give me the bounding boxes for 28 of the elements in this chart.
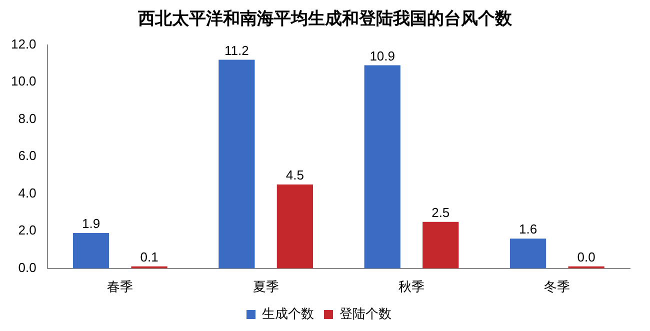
y-tick-label: 2.0 xyxy=(18,222,36,238)
x-tick-label: 秋季 xyxy=(398,278,424,294)
x-tick-label: 冬季 xyxy=(544,278,570,294)
data-label: 0.1 xyxy=(140,249,158,264)
data-label: 1.9 xyxy=(82,216,100,232)
bar xyxy=(364,65,400,268)
legend-label: 生成个数 xyxy=(262,306,314,322)
data-label: 1.6 xyxy=(518,222,538,237)
data-label: 4.5 xyxy=(286,168,304,183)
y-tick-label: 4.0 xyxy=(18,185,36,200)
legend-label: 登陆个数 xyxy=(340,306,392,322)
bar xyxy=(510,238,546,268)
y-tick-label: 12.0 xyxy=(10,36,36,52)
data-label: 11.2 xyxy=(224,42,249,58)
y-tick-label: 6.0 xyxy=(18,148,36,164)
x-tick-label: 春季 xyxy=(107,278,134,294)
bar xyxy=(276,184,314,268)
data-label: 0.0 xyxy=(577,249,596,264)
y-tick-label: 8.0 xyxy=(18,110,36,126)
x-tick-label: 夏季 xyxy=(252,278,279,294)
bar xyxy=(72,232,110,268)
data-label: 10.9 xyxy=(370,48,396,64)
data-label: 2.5 xyxy=(432,204,450,220)
y-tick-label: 10.0 xyxy=(10,74,36,89)
bar xyxy=(218,60,255,268)
bar xyxy=(422,222,459,268)
chart-title: 西北太平洋和南海平均生成和登陆我国的台风个数 xyxy=(137,8,513,31)
y-tick-label: 0.0 xyxy=(18,260,36,275)
